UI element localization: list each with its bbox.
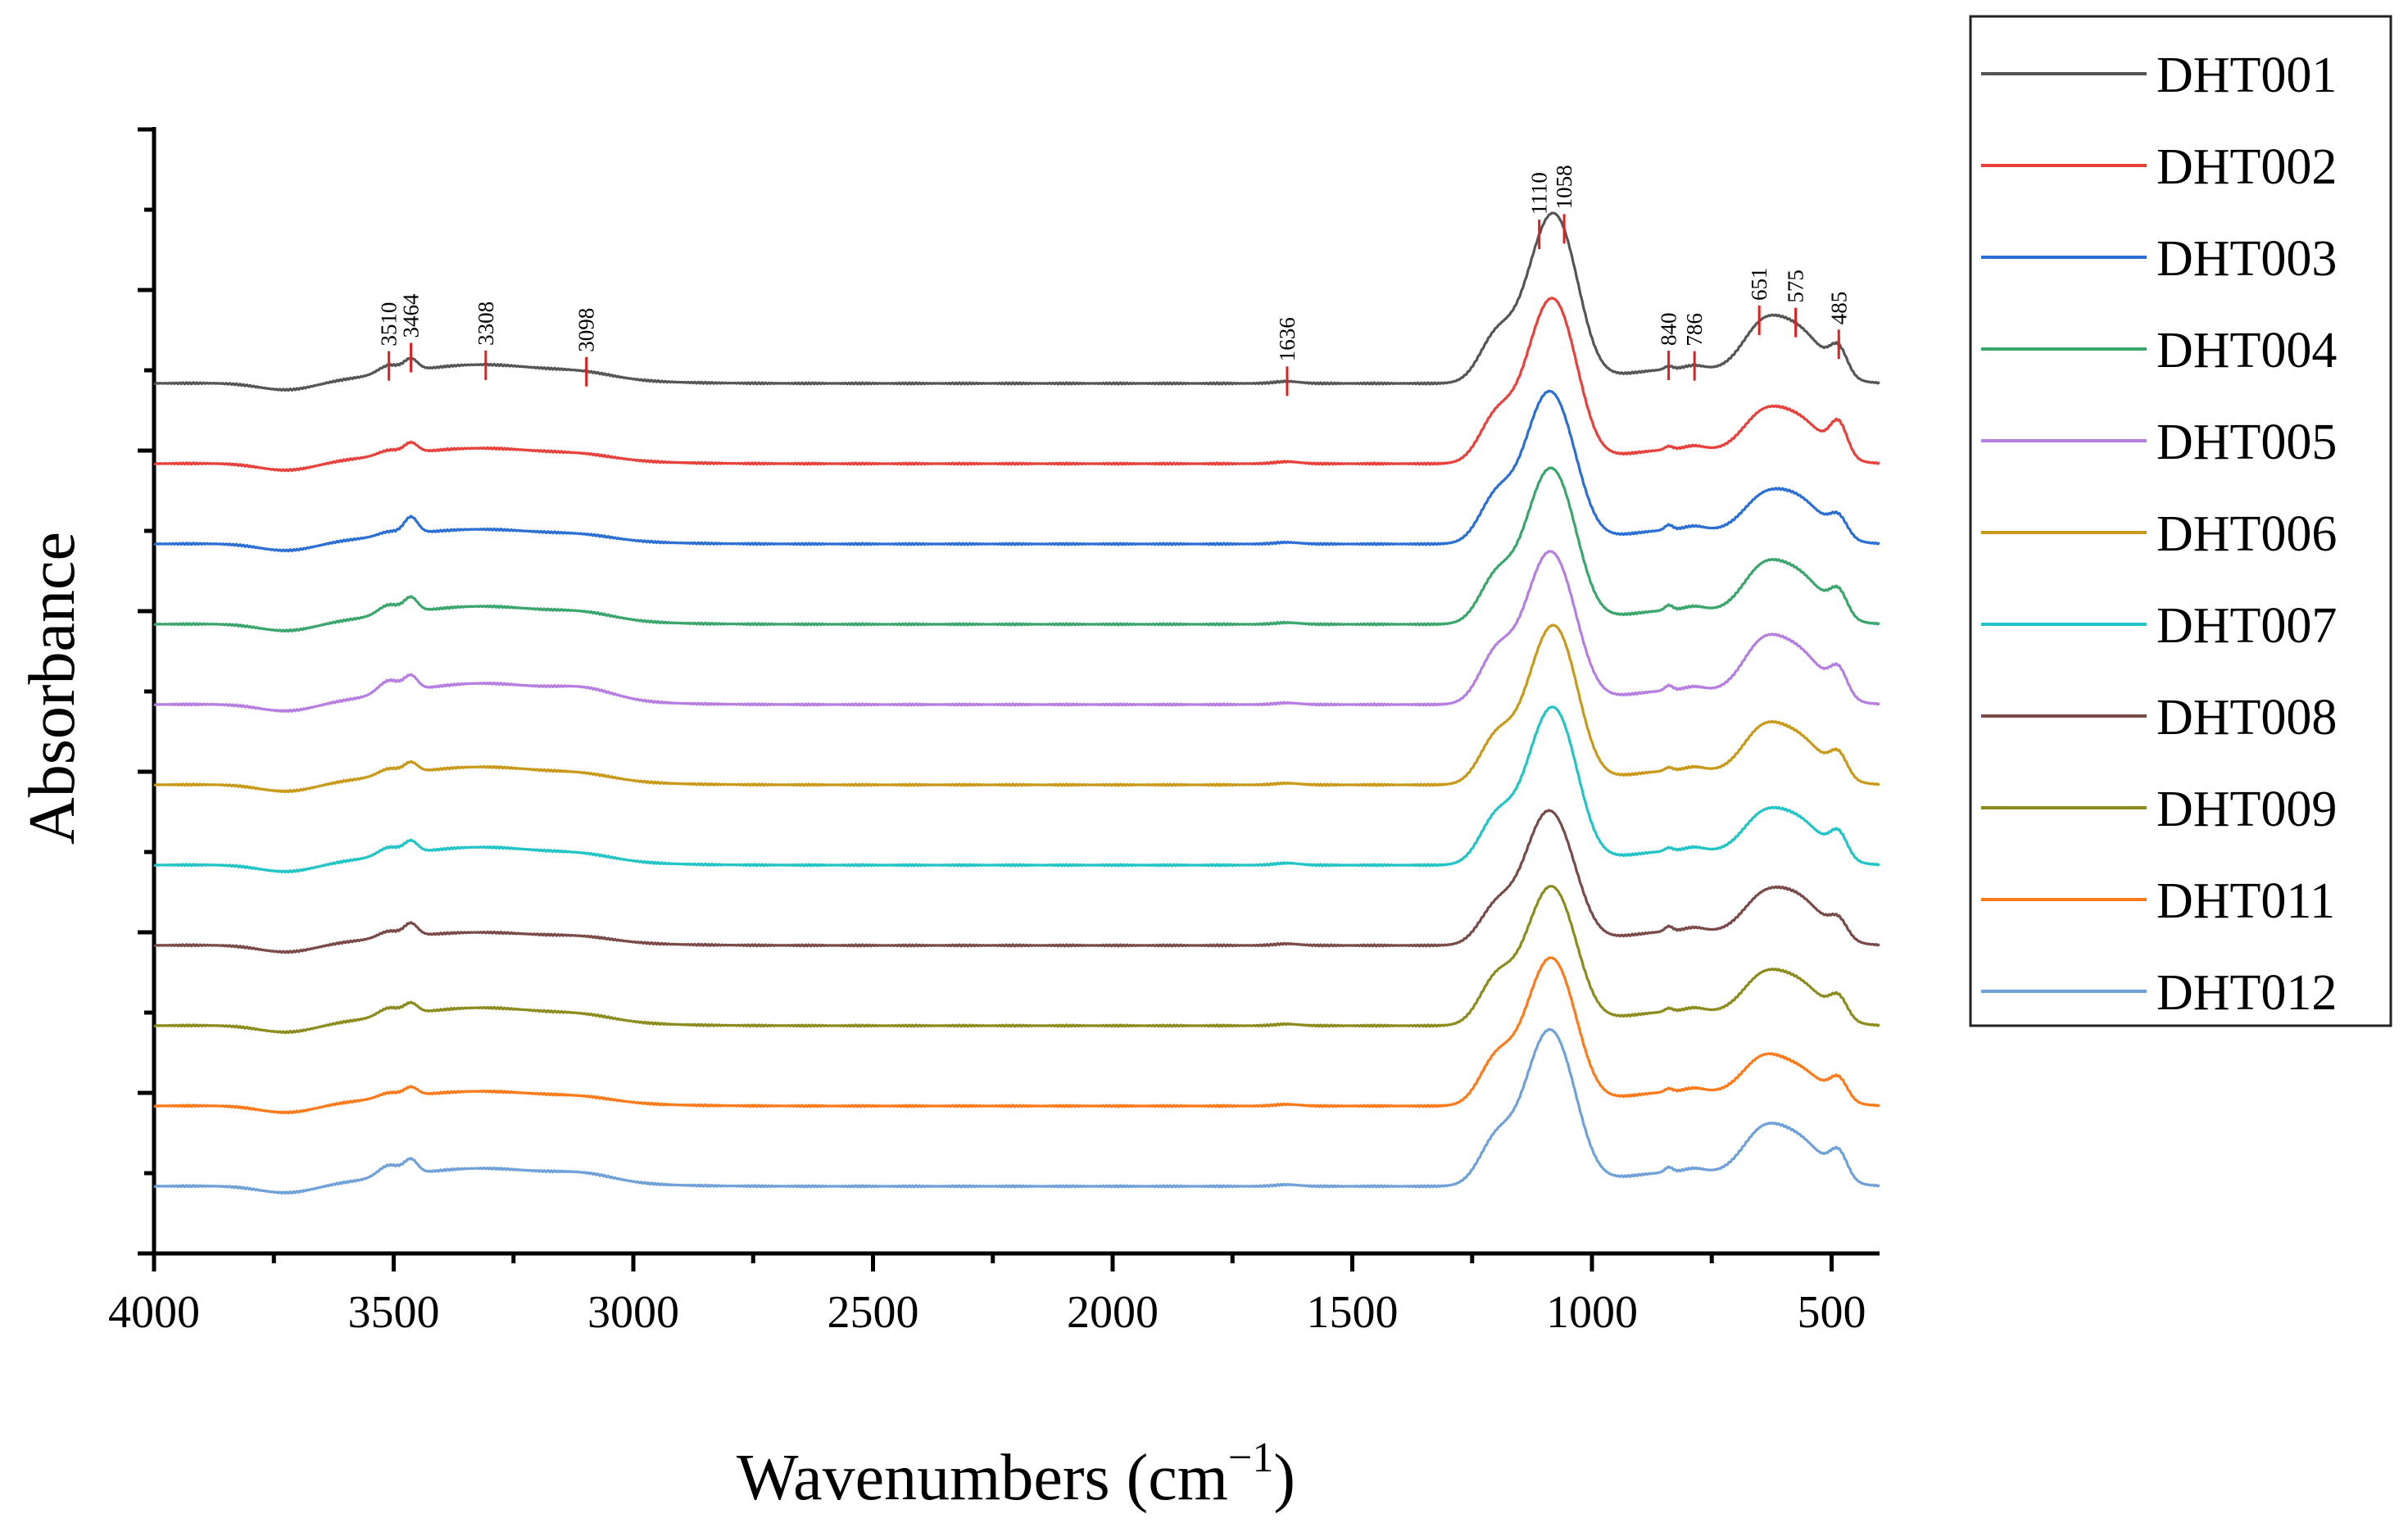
series-line-dht004	[153, 466, 1880, 633]
peak-label: 651	[1747, 267, 1771, 301]
legend-label-dht005: DHT005	[2156, 415, 2337, 470]
peak-label: 1636	[1275, 317, 1299, 361]
legend-box	[1969, 15, 2392, 1027]
y-axis-title: Absorbance	[16, 532, 88, 845]
legend: DHT001 DHT002 DHT003 DHT004 DHT005 DHT006 DHT0…	[1969, 15, 2392, 1027]
legend-label-dht001: DHT001	[2156, 48, 2337, 103]
peak-label: 786	[1682, 313, 1707, 347]
legend-label-dht004: DHT004	[2156, 323, 2337, 378]
x-axis-title-main: Wavenumbers (cm	[737, 1442, 1228, 1514]
series-line-dht005	[153, 550, 1880, 714]
peak-label: 3464	[399, 293, 424, 338]
x-axis-title-close: )	[1273, 1442, 1295, 1514]
x-tick-label: 4000	[108, 1287, 200, 1338]
peak-label: 3510	[377, 302, 401, 347]
legend-label-dht012: DHT012	[2156, 965, 2337, 1021]
peak-label: 840	[1657, 313, 1681, 347]
legend-label-dht011: DHT011	[2156, 873, 2335, 929]
peak-label: 575	[1784, 270, 1808, 303]
x-tick-label: 2000	[1067, 1287, 1159, 1338]
series-line-dht011	[153, 956, 1880, 1115]
series-line-dht007	[153, 705, 1880, 874]
series-line-dht006	[153, 623, 1880, 794]
x-axis-title-sup: −1	[1228, 1435, 1273, 1481]
series-line-dht012	[153, 1027, 1880, 1195]
x-axis-title: Wavenumbers (cm−1)	[737, 1435, 1295, 1514]
legend-label-dht009: DHT009	[2156, 782, 2337, 837]
x-tick-label: 2500	[828, 1287, 919, 1338]
legend-label-dht008: DHT008	[2156, 690, 2337, 746]
legend-label-dht006: DHT006	[2156, 506, 2337, 562]
peak-label: 1058	[1552, 165, 1576, 209]
x-tick-label: 1000	[1546, 1287, 1638, 1338]
series-line-dht001	[153, 211, 1880, 392]
legend-label-dht007: DHT007	[2156, 598, 2337, 654]
series-line-dht008	[153, 809, 1880, 954]
legend-label-dht002: DHT002	[2156, 139, 2337, 195]
series-line-dht002	[153, 297, 1880, 473]
x-tick-label: 3500	[348, 1287, 440, 1338]
series-line-dht003	[153, 389, 1880, 553]
x-tick-label: 500	[1798, 1287, 1866, 1338]
legend-label-dht003: DHT003	[2156, 231, 2337, 287]
peak-label: 3308	[474, 301, 498, 346]
peak-label: 485	[1826, 292, 1851, 325]
peak-label: 3098	[574, 308, 599, 352]
peak-label: 1110	[1527, 172, 1552, 215]
x-tick-label: 1500	[1307, 1287, 1399, 1338]
x-tick-label: 3000	[587, 1287, 679, 1338]
series-line-dht009	[153, 884, 1880, 1035]
